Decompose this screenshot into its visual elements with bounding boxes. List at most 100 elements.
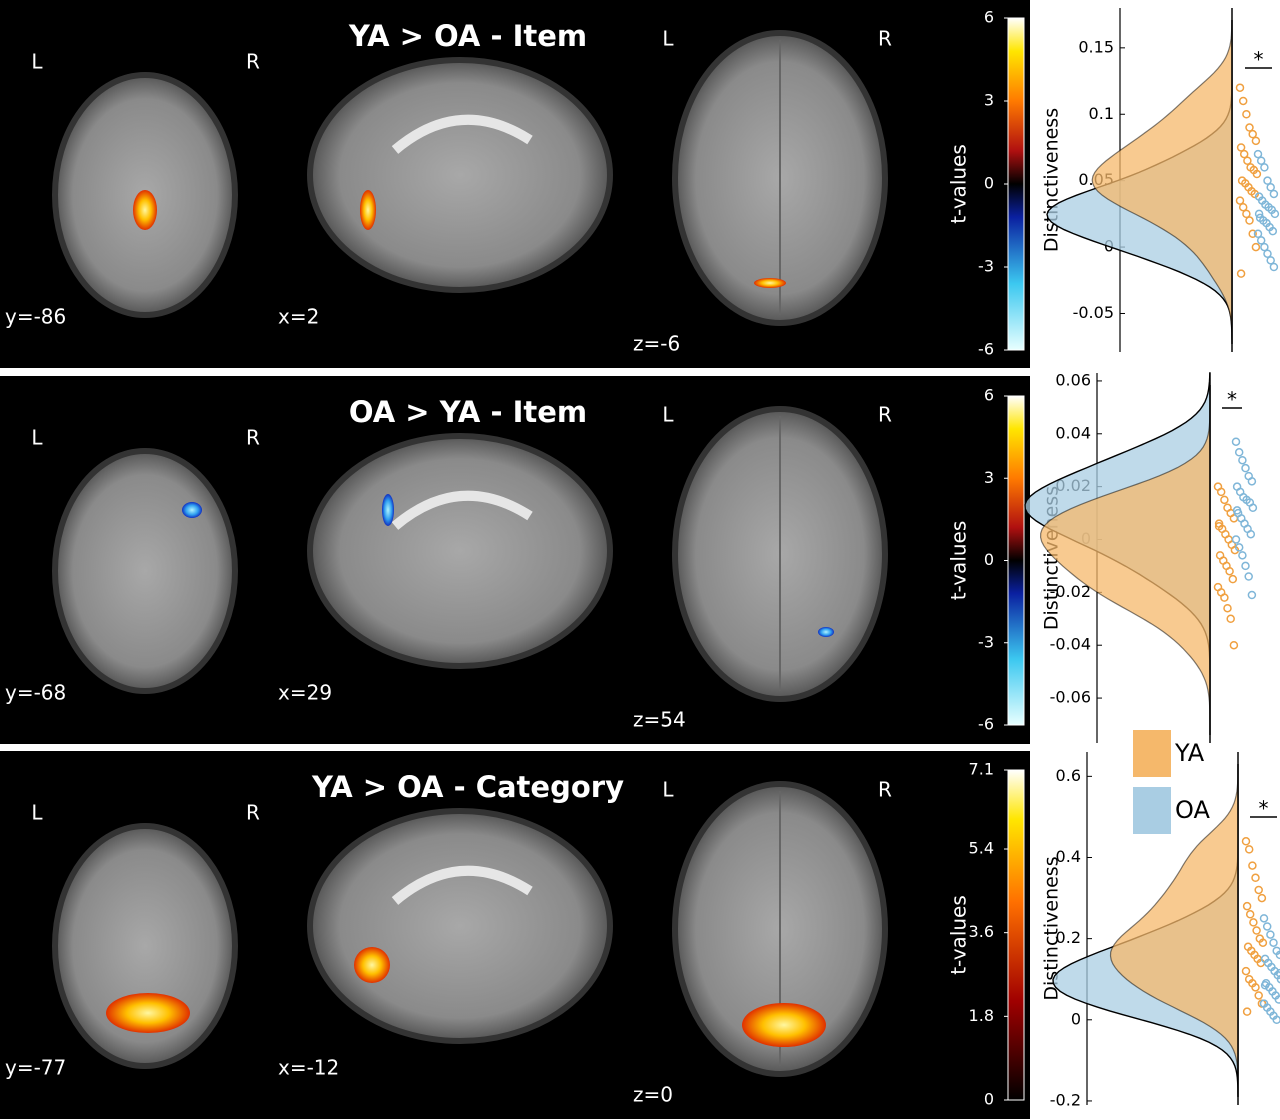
density xyxy=(1091,8,1233,352)
data-point xyxy=(1235,83,1245,92)
data-point xyxy=(1223,603,1232,613)
data-point xyxy=(1256,236,1266,245)
colorbar-tick-label: 5.4 xyxy=(969,839,994,858)
data-point xyxy=(1241,837,1251,846)
slice-coordinate: x=29 xyxy=(278,681,332,705)
activation-blob xyxy=(818,627,834,637)
data-point xyxy=(1276,975,1280,984)
density xyxy=(1109,752,1239,1105)
data-point xyxy=(1231,535,1241,544)
colorbar-tick-label: 0 xyxy=(984,550,994,569)
colorbar-tick-label: 0 xyxy=(984,1090,994,1109)
colorbar-tick-label: 1.8 xyxy=(969,1006,994,1025)
data-point xyxy=(1247,590,1257,600)
orientation-right: R xyxy=(246,426,260,450)
data-point xyxy=(1260,242,1269,252)
data-point xyxy=(1253,229,1263,239)
data-point xyxy=(1243,156,1252,165)
data-point xyxy=(1236,269,1246,278)
data-point xyxy=(1251,983,1260,992)
data-point xyxy=(1238,455,1247,465)
data-point xyxy=(1262,922,1272,931)
data-point xyxy=(1246,529,1256,539)
coronal-slice xyxy=(52,823,238,1069)
y-axis-label: Distinctiveness xyxy=(1041,108,1063,252)
data-point xyxy=(1254,991,1263,1000)
data-point xyxy=(1248,861,1257,870)
data-point xyxy=(1234,543,1244,552)
sagittal-slice xyxy=(307,433,613,669)
data-point xyxy=(1220,495,1229,505)
data-point xyxy=(1254,209,1264,219)
orientation-left: L xyxy=(31,50,43,74)
data-point xyxy=(1241,561,1250,571)
data-point xyxy=(1230,545,1240,555)
data-point xyxy=(1238,202,1248,212)
slice-coordinate: y=-77 xyxy=(5,1056,66,1080)
y-tick-label: 0.15 xyxy=(1078,37,1114,56)
data-point xyxy=(1242,209,1251,219)
y-tick-label: -0.02 xyxy=(1050,582,1091,601)
y-tick-label: 0 xyxy=(1071,1009,1081,1028)
data-point xyxy=(1263,249,1272,258)
colorbar xyxy=(1007,395,1025,726)
sagittal-slice xyxy=(307,808,613,1044)
data-point xyxy=(1251,242,1261,252)
colorbar-label: t-values xyxy=(947,895,971,975)
data-point xyxy=(1241,966,1251,976)
orientation-left: L xyxy=(662,778,674,802)
data-point xyxy=(1244,572,1253,581)
data-point xyxy=(1254,885,1263,895)
significance-marker: * xyxy=(1259,797,1269,821)
colorbar-tick-label: 3 xyxy=(984,468,994,487)
activation-blob xyxy=(354,947,390,983)
orientation-left: L xyxy=(31,801,43,825)
activation-blob xyxy=(754,278,786,288)
data-point xyxy=(1269,262,1279,272)
data-point xyxy=(1245,216,1254,225)
orientation-left: L xyxy=(31,426,43,450)
orientation-left: L xyxy=(662,27,674,51)
activation-blob xyxy=(742,1003,826,1047)
significance-marker: * xyxy=(1227,388,1237,412)
panel-title: YA > OA - Item xyxy=(348,19,587,53)
data-point xyxy=(1270,209,1280,219)
data-point xyxy=(1225,566,1234,576)
y-tick-label: -0.06 xyxy=(1050,688,1091,707)
orientation-right: R xyxy=(246,801,260,825)
data-point xyxy=(1251,873,1260,883)
y-tick-label: -0.05 xyxy=(1073,303,1114,322)
data-point xyxy=(1269,189,1279,199)
slice-coordinate: x=2 xyxy=(278,305,319,329)
data-point xyxy=(1263,176,1272,185)
y-tick-label: 0.06 xyxy=(1055,370,1091,389)
activation-blob xyxy=(360,190,376,230)
y-tick-label: -0.04 xyxy=(1050,635,1091,654)
data-point xyxy=(1260,981,1270,990)
data-point xyxy=(1242,110,1251,119)
y-tick-label: 0.2 xyxy=(1056,928,1081,947)
orientation-right: R xyxy=(878,403,892,427)
colorbar-tick-label: 6 xyxy=(984,386,994,405)
data-point xyxy=(1260,163,1269,172)
data-point xyxy=(1248,129,1257,139)
slice-coordinate: z=-6 xyxy=(633,332,680,356)
corpus-callosum xyxy=(391,114,533,154)
data-point xyxy=(1232,506,1242,515)
y-tick-label: 0.4 xyxy=(1056,847,1081,866)
data-point xyxy=(1214,522,1224,531)
data-point xyxy=(1226,614,1235,624)
data-point xyxy=(1229,640,1239,650)
y-tick-label: 0.04 xyxy=(1055,423,1091,442)
data-point xyxy=(1274,995,1280,1004)
colorbar-tick-label: -3 xyxy=(978,632,994,651)
data-point xyxy=(1238,96,1248,106)
data-point xyxy=(1245,123,1254,132)
activation-blob xyxy=(382,494,394,526)
data-point xyxy=(1252,169,1262,179)
colorbar-tick-label: 6 xyxy=(984,8,994,27)
data-point xyxy=(1249,918,1258,927)
legend-label: OA xyxy=(1175,796,1210,824)
colorbar xyxy=(1007,17,1025,351)
data-point xyxy=(1228,574,1238,584)
